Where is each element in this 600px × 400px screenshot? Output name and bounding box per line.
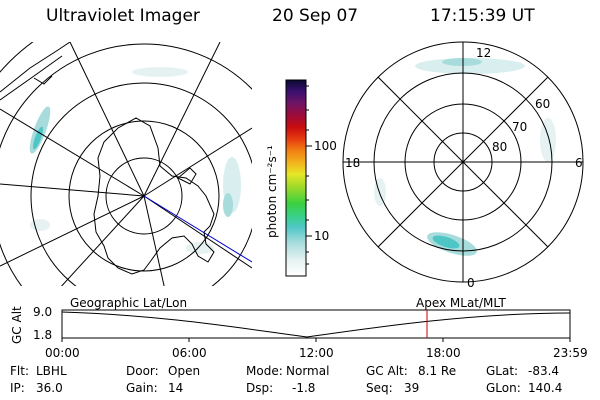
mlt-label-12: 12 <box>476 46 492 60</box>
colorbar-ticks <box>306 85 312 265</box>
longitude-lines <box>0 42 252 286</box>
coast-detail <box>177 167 197 185</box>
timeline-frame <box>61 309 571 339</box>
param-ip-key: IP: <box>10 381 25 395</box>
param-filter-val: LBHL <box>36 364 67 378</box>
param-gain-val: 14 <box>168 381 184 395</box>
mlat-label-70: 70 <box>512 120 528 134</box>
right-map-caption: Apex MLat/MLT <box>416 296 506 310</box>
timeline-axis-label: GC Alt <box>10 306 24 344</box>
param-door-key: Door: <box>126 364 159 378</box>
mlt-label-0: 0 <box>467 276 475 290</box>
param-mode-key: Mode: <box>246 364 283 378</box>
x-tick-2: 12:00 <box>299 346 334 360</box>
magnetic-polar-plot <box>342 41 584 283</box>
colorbar-unit-label: photon cm⁻²s⁻¹ <box>265 145 279 238</box>
x-tick-4: 23:59 <box>553 346 588 360</box>
x-tick-0: 00:00 <box>45 346 80 360</box>
param-seq-val: 39 <box>404 381 420 395</box>
aurora-emission-right <box>374 58 556 256</box>
colorbar-tick-100: 100 <box>314 139 337 153</box>
altitude-curve <box>61 311 571 338</box>
aurora-emission-left <box>29 67 241 254</box>
y-tick-top: 9.0 <box>33 305 53 319</box>
image-time: 17:15:39 UT <box>430 6 535 26</box>
mlt-label-18: 18 <box>345 156 361 170</box>
timeline-ticks <box>61 338 571 342</box>
param-gcalt-key: GC Alt: <box>366 364 408 378</box>
param-glat-val: -83.4 <box>528 364 560 378</box>
colorbar <box>285 79 307 277</box>
param-glat-key: GLat: <box>486 364 519 378</box>
mlt-lines <box>343 42 583 282</box>
param-mode-val: Normal <box>286 364 330 378</box>
param-dsp-key: Dsp: <box>246 381 274 395</box>
land-fragment <box>0 42 71 101</box>
image-date: 20 Sep 07 <box>272 6 359 26</box>
param-filter-key: Flt: <box>10 364 29 378</box>
x-tick-3: 18:00 <box>426 346 461 360</box>
param-seq-key: Seq: <box>366 381 393 395</box>
antarctica-coastline <box>93 117 215 275</box>
colorbar-tick-10: 10 <box>314 229 330 243</box>
param-glon-key: GLon: <box>486 381 521 395</box>
latitude-circles <box>0 42 252 286</box>
y-tick-bottom: 1.8 <box>33 328 53 342</box>
x-tick-1: 06:00 <box>172 346 207 360</box>
mlat-label-60: 60 <box>535 97 551 111</box>
instrument-title: Ultraviolet Imager <box>46 6 200 26</box>
sun-direction-line <box>143 195 252 263</box>
mlat-label-80: 80 <box>492 140 508 154</box>
param-gcalt-val: 8.1 Re <box>418 364 457 378</box>
geographic-map <box>0 42 252 286</box>
mlt-label-6: 6 <box>575 156 583 170</box>
altitude-timeline <box>61 309 571 342</box>
param-dsp-val: -1.8 <box>292 381 316 395</box>
param-glon-val: 140.4 <box>528 381 563 395</box>
param-door-val: Open <box>168 364 201 378</box>
param-ip-val: 36.0 <box>36 381 63 395</box>
param-gain-key: Gain: <box>126 381 158 395</box>
left-map-caption: Geographic Lat/Lon <box>70 296 188 310</box>
